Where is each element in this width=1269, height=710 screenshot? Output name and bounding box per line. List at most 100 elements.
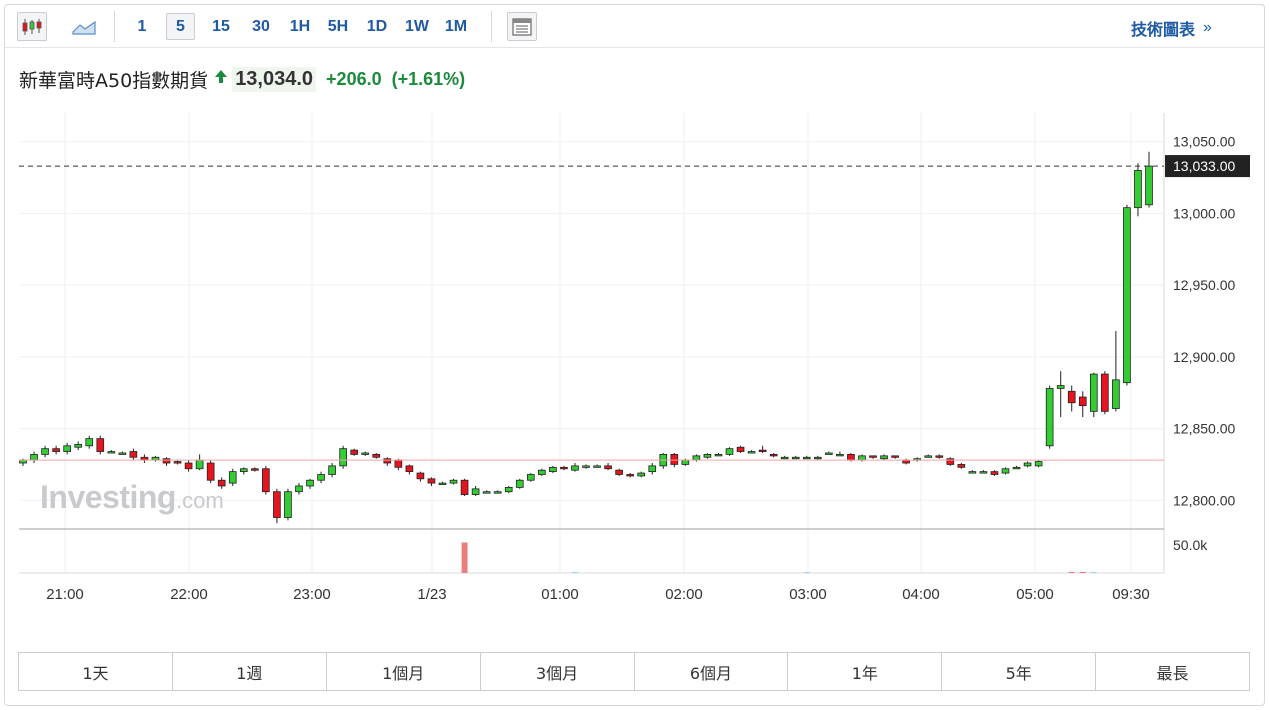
candle: [880, 454, 888, 461]
candle-body: [284, 491, 292, 518]
candle-body: [405, 465, 414, 473]
candle: [924, 454, 933, 458]
candle-body: [626, 474, 634, 477]
technical-chart-label: 技術圖表: [1131, 20, 1196, 39]
candle: [836, 451, 844, 457]
candle: [427, 477, 436, 486]
candle-body: [990, 471, 999, 475]
investing-watermark: Investing .com: [40, 479, 224, 516]
candle-body: [162, 458, 171, 464]
candle: [1101, 371, 1109, 415]
candle-body: [758, 449, 767, 453]
candle: [504, 485, 513, 494]
candle-body: [1023, 462, 1032, 467]
x-tick-label: 03:00: [789, 586, 827, 603]
candle-body: [52, 448, 60, 452]
candle-body: [350, 449, 358, 455]
interval-1m[interactable]: 1M: [444, 17, 468, 35]
y-axis: 13,050.00 13,000.00 12,950.00 12,900.00 12,8…: [1173, 134, 1235, 553]
candle: [372, 452, 381, 459]
candle: [262, 465, 270, 495]
x-tick-label: 01:00: [541, 586, 579, 603]
candle: [814, 455, 822, 461]
candle-body: [1056, 385, 1065, 389]
candle: [74, 441, 83, 451]
candlestick-icon[interactable]: [17, 12, 47, 41]
technical-chart-link[interactable]: 技術圖表 »: [1131, 16, 1212, 40]
candle-body: [173, 461, 182, 464]
interval-1[interactable]: 1: [137, 17, 147, 35]
interval-1d[interactable]: 1D: [366, 17, 388, 35]
volume-bar: [803, 571, 810, 573]
candle: [140, 454, 149, 464]
candle: [405, 464, 414, 475]
period-1-week[interactable]: 1週: [173, 653, 327, 690]
candle: [162, 457, 171, 466]
interval-1h[interactable]: 1H: [289, 17, 311, 35]
candle-body: [582, 465, 590, 468]
period-1-day[interactable]: 1天: [19, 653, 173, 690]
candle-body: [239, 468, 248, 473]
interval-5h[interactable]: 5H: [327, 17, 349, 35]
candle: [295, 483, 303, 495]
candle-body: [41, 448, 49, 455]
interval-15[interactable]: 15: [212, 17, 230, 35]
period-max[interactable]: 最長: [1156, 663, 1189, 683]
candle: [52, 445, 60, 455]
candle: [383, 457, 392, 466]
candle-body: [1078, 396, 1087, 407]
candle: [747, 450, 756, 454]
candle: [549, 465, 557, 474]
candle: [118, 451, 127, 455]
period-3-months[interactable]: 3個月: [481, 653, 635, 690]
candle-body: [1012, 466, 1021, 470]
candle: [990, 470, 999, 476]
candle: [526, 473, 535, 482]
candle-body: [549, 466, 557, 473]
x-tick-label: 1/23: [417, 586, 446, 603]
candle-body: [604, 465, 612, 470]
candle: [891, 455, 899, 459]
candle-body: [1134, 169, 1142, 209]
candle-body: [383, 458, 392, 464]
interval-1w[interactable]: 1W: [405, 17, 429, 35]
candle-body: [262, 468, 270, 493]
candle-body: [129, 451, 138, 458]
candle-body: [769, 454, 778, 457]
period-5-years[interactable]: 5年: [942, 653, 1097, 690]
candle-body: [869, 455, 877, 458]
area-chart-icon[interactable]: [69, 12, 99, 41]
candle: [239, 467, 248, 475]
period-1-month[interactable]: 1個月: [327, 653, 481, 690]
volume-bar: [571, 571, 578, 573]
price-chart[interactable]: 13,033.00 13,050.00 13,000.00 12,950.00 12,…: [5, 5, 1264, 605]
candle: [1123, 204, 1131, 386]
candle-body: [780, 456, 789, 460]
candle: [251, 467, 259, 472]
candle-body: [891, 455, 899, 458]
candle-body: [714, 454, 723, 457]
candle: [416, 471, 425, 482]
candle-body: [880, 455, 888, 460]
candle-body: [1034, 461, 1043, 467]
chart-overlay: 13,033.00: [19, 155, 1250, 461]
period-6-months[interactable]: 6個月: [635, 653, 789, 690]
interval-30[interactable]: 30: [252, 17, 270, 35]
y-tick-label: 12,800.00: [1173, 492, 1235, 508]
price-change-percent: (+1.61%): [391, 68, 466, 89]
interval-5[interactable]: 5: [166, 13, 195, 40]
candle-body: [957, 464, 966, 468]
candle: [1056, 371, 1065, 418]
chart-grid: [19, 113, 1165, 574]
candle: [228, 468, 237, 486]
candle: [41, 445, 49, 458]
candle: [85, 435, 94, 449]
candle-body: [118, 452, 127, 455]
candle: [1012, 465, 1021, 470]
x-tick-label: 05:00: [1016, 586, 1054, 603]
candle: [780, 455, 789, 460]
candle-body: [979, 471, 988, 474]
period-1-year[interactable]: 1年: [788, 653, 943, 690]
table-view-icon[interactable]: [507, 12, 537, 41]
y-tick-label: 12,850.00: [1173, 421, 1235, 437]
